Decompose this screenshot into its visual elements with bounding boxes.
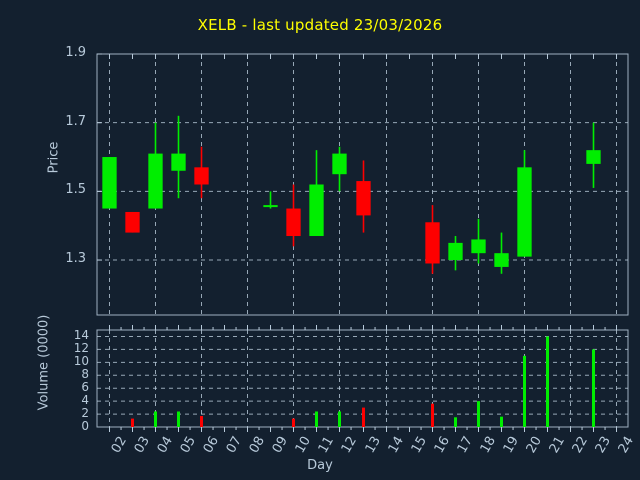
volume-bar	[523, 355, 526, 427]
candlestick	[194, 146, 209, 199]
price-ytick-label: 1.3	[65, 251, 86, 267]
candle-body	[494, 253, 509, 267]
price-panel-border	[96, 53, 629, 316]
volume-bar	[362, 407, 365, 427]
volume-bar	[315, 411, 318, 427]
candle-body	[263, 205, 278, 208]
price-ytick-label: 1.9	[65, 45, 86, 60]
candle-body	[102, 157, 117, 209]
volume-bar	[338, 411, 341, 427]
candlestick	[102, 157, 117, 209]
price-ytick-label: 1.7	[65, 113, 86, 129]
volume-ytick-label: 4	[81, 393, 89, 408]
candle-body	[517, 167, 532, 257]
candle-body	[586, 150, 601, 164]
candle-body	[332, 153, 347, 175]
candlestick	[425, 205, 440, 274]
volume-ytick-label: 6	[81, 380, 89, 395]
candle-body	[148, 153, 163, 209]
candle-body	[448, 242, 463, 261]
candlestick	[263, 191, 278, 209]
candle-body	[356, 181, 371, 216]
volume-bar	[200, 416, 203, 427]
candlestick	[448, 236, 463, 271]
candle-body	[125, 211, 140, 233]
volume-ytick-label: 2	[81, 406, 89, 421]
candle-body	[194, 167, 209, 185]
price-ytick-label: 1.5	[65, 182, 86, 198]
candlestick	[356, 160, 371, 233]
chart-title: XELB - last updated 23/03/2026	[197, 16, 443, 34]
volume-ytick-label: 0	[81, 419, 89, 433]
candlestick	[517, 150, 532, 257]
volume-ytick-label: 14	[73, 328, 89, 343]
volume-bar	[292, 418, 295, 427]
candlestick	[171, 115, 186, 199]
volume-ytick-label: 12	[73, 341, 89, 356]
volume-bar	[592, 349, 595, 427]
candlestick	[125, 211, 140, 233]
candlestick	[494, 232, 509, 274]
candle-body	[425, 222, 440, 264]
candlestick	[148, 122, 163, 209]
volume-bar	[431, 403, 434, 427]
candle-body	[286, 208, 301, 237]
candlestick	[586, 122, 601, 188]
candle-body	[471, 239, 486, 254]
volume-bar	[500, 416, 503, 427]
volume-bar	[154, 411, 157, 427]
volume-bar	[131, 418, 134, 427]
candle-body	[309, 184, 324, 237]
x-axis-title: Day	[307, 458, 333, 473]
candle-body	[171, 153, 186, 171]
candlestick	[332, 146, 347, 192]
candlestick	[286, 184, 301, 247]
volume-ytick-label: 8	[81, 367, 89, 382]
volume-bar	[477, 401, 480, 427]
candlestick	[309, 150, 324, 237]
volume-bar	[454, 417, 457, 427]
volume-bar	[546, 336, 549, 427]
candlestick	[471, 218, 486, 264]
volume-bar	[177, 411, 180, 427]
volume-ytick-label: 10	[73, 354, 89, 369]
